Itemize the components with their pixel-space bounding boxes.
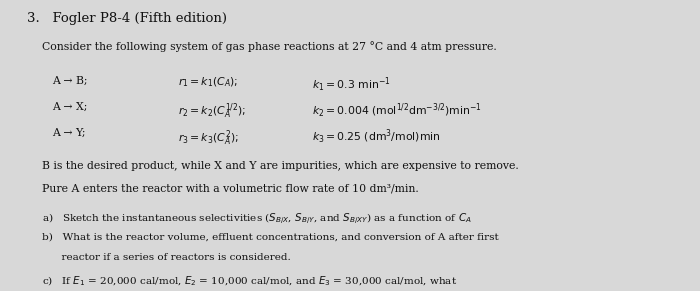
Text: A → X;: A → X;: [52, 102, 88, 112]
Text: Pure A enters the reactor with a volumetric flow rate of 10 dm³/min.: Pure A enters the reactor with a volumet…: [42, 183, 419, 193]
Text: b)   What is the reactor volume, effluent concentrations, and conversion of A af: b) What is the reactor volume, effluent …: [42, 233, 498, 242]
Text: $k_1 = 0.3\ \mathrm{min}^{-1}$: $k_1 = 0.3\ \mathrm{min}^{-1}$: [312, 76, 390, 94]
Text: $r_1 = k_1(C_A);$: $r_1 = k_1(C_A);$: [178, 76, 239, 89]
Text: 3.   Fogler P8-4 (Fifth edition): 3. Fogler P8-4 (Fifth edition): [27, 12, 227, 25]
Text: A → B;: A → B;: [52, 76, 88, 86]
Text: c)   If $E_1$ = 20,000 cal/mol, $E_2$ = 10,000 cal/mol, and $E_3$ = 30,000 cal/m: c) If $E_1$ = 20,000 cal/mol, $E_2$ = 10…: [42, 274, 457, 288]
Text: reactor if a series of reactors is considered.: reactor if a series of reactors is consi…: [42, 253, 290, 262]
Text: $k_2 = 0.004\ (\mathrm{mol}^{1/2}\mathrm{dm}^{-3/2})\mathrm{min}^{-1}$: $k_2 = 0.004\ (\mathrm{mol}^{1/2}\mathrm…: [312, 102, 482, 120]
Text: B is the desired product, while X and Y are impurities, which are expensive to r: B is the desired product, while X and Y …: [42, 161, 519, 171]
Text: $r_3 = k_3(C_A^{2});$: $r_3 = k_3(C_A^{2});$: [178, 128, 239, 148]
Text: Consider the following system of gas phase reactions at 27 °C and 4 atm pressure: Consider the following system of gas pha…: [42, 41, 497, 52]
Text: $r_2 = k_2(C_A^{1/2});$: $r_2 = k_2(C_A^{1/2});$: [178, 102, 246, 122]
Text: $k_3 = 0.25\ (\mathrm{dm}^3/\mathrm{mol})\mathrm{min}$: $k_3 = 0.25\ (\mathrm{dm}^3/\mathrm{mol}…: [312, 128, 440, 146]
Text: A → Y;: A → Y;: [52, 128, 86, 138]
Text: a)   Sketch the instantaneous selectivities ($S_{B/X}$, $S_{B/Y}$, and $S_{B/XY}: a) Sketch the instantaneous selectivitie…: [42, 212, 472, 227]
